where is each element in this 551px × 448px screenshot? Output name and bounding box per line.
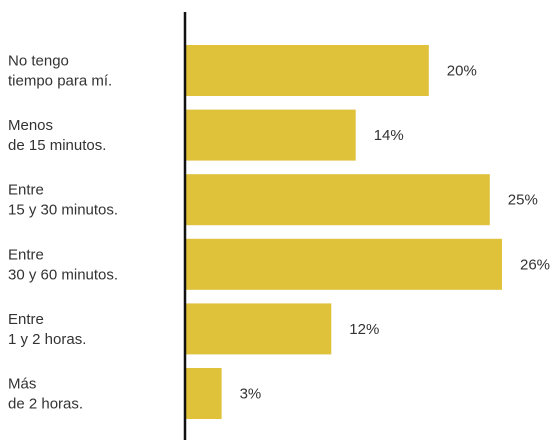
value-label-3: 26% xyxy=(520,256,550,273)
category-label-line: Menos xyxy=(8,117,53,134)
category-label-line: 1 y 2 horas. xyxy=(8,331,86,348)
value-label-0: 20% xyxy=(447,63,477,80)
value-label-1: 14% xyxy=(374,127,404,144)
category-label-0: No tengo tiempo para mí. xyxy=(8,53,112,90)
category-label-3: Entre 30 y 60 minutos. xyxy=(8,246,118,283)
category-label-2: Entre 15 y 30 minutos. xyxy=(8,182,118,219)
bar-0 xyxy=(185,45,429,96)
category-label-4: Entre 1 y 2 horas. xyxy=(8,311,86,348)
bar-3 xyxy=(185,238,502,290)
category-label-line: 30 y 60 minutos. xyxy=(8,266,118,283)
bar-2 xyxy=(185,174,490,226)
bar-4 xyxy=(185,303,332,355)
bar-1 xyxy=(185,109,356,161)
category-label-line: Entre xyxy=(8,311,44,328)
category-label-line: No tengo xyxy=(8,53,69,70)
category-label-line: 15 y 30 minutos. xyxy=(8,202,118,219)
category-label-line: de 2 horas. xyxy=(8,396,83,413)
category-label-5: Más de 2 horas. xyxy=(8,376,83,413)
category-label-line: de 15 minutos. xyxy=(8,137,106,154)
category-label-line: Más xyxy=(8,376,36,393)
category-label-line: tiempo para mí. xyxy=(8,73,112,90)
value-label-2: 25% xyxy=(508,192,538,209)
value-label-4: 12% xyxy=(349,321,379,338)
bar-5 xyxy=(185,368,222,419)
value-label-5: 3% xyxy=(240,386,262,403)
category-label-line: Entre xyxy=(8,182,44,199)
category-label-1: Menos de 15 minutos. xyxy=(8,117,106,154)
category-label-line: Entre xyxy=(8,246,44,263)
